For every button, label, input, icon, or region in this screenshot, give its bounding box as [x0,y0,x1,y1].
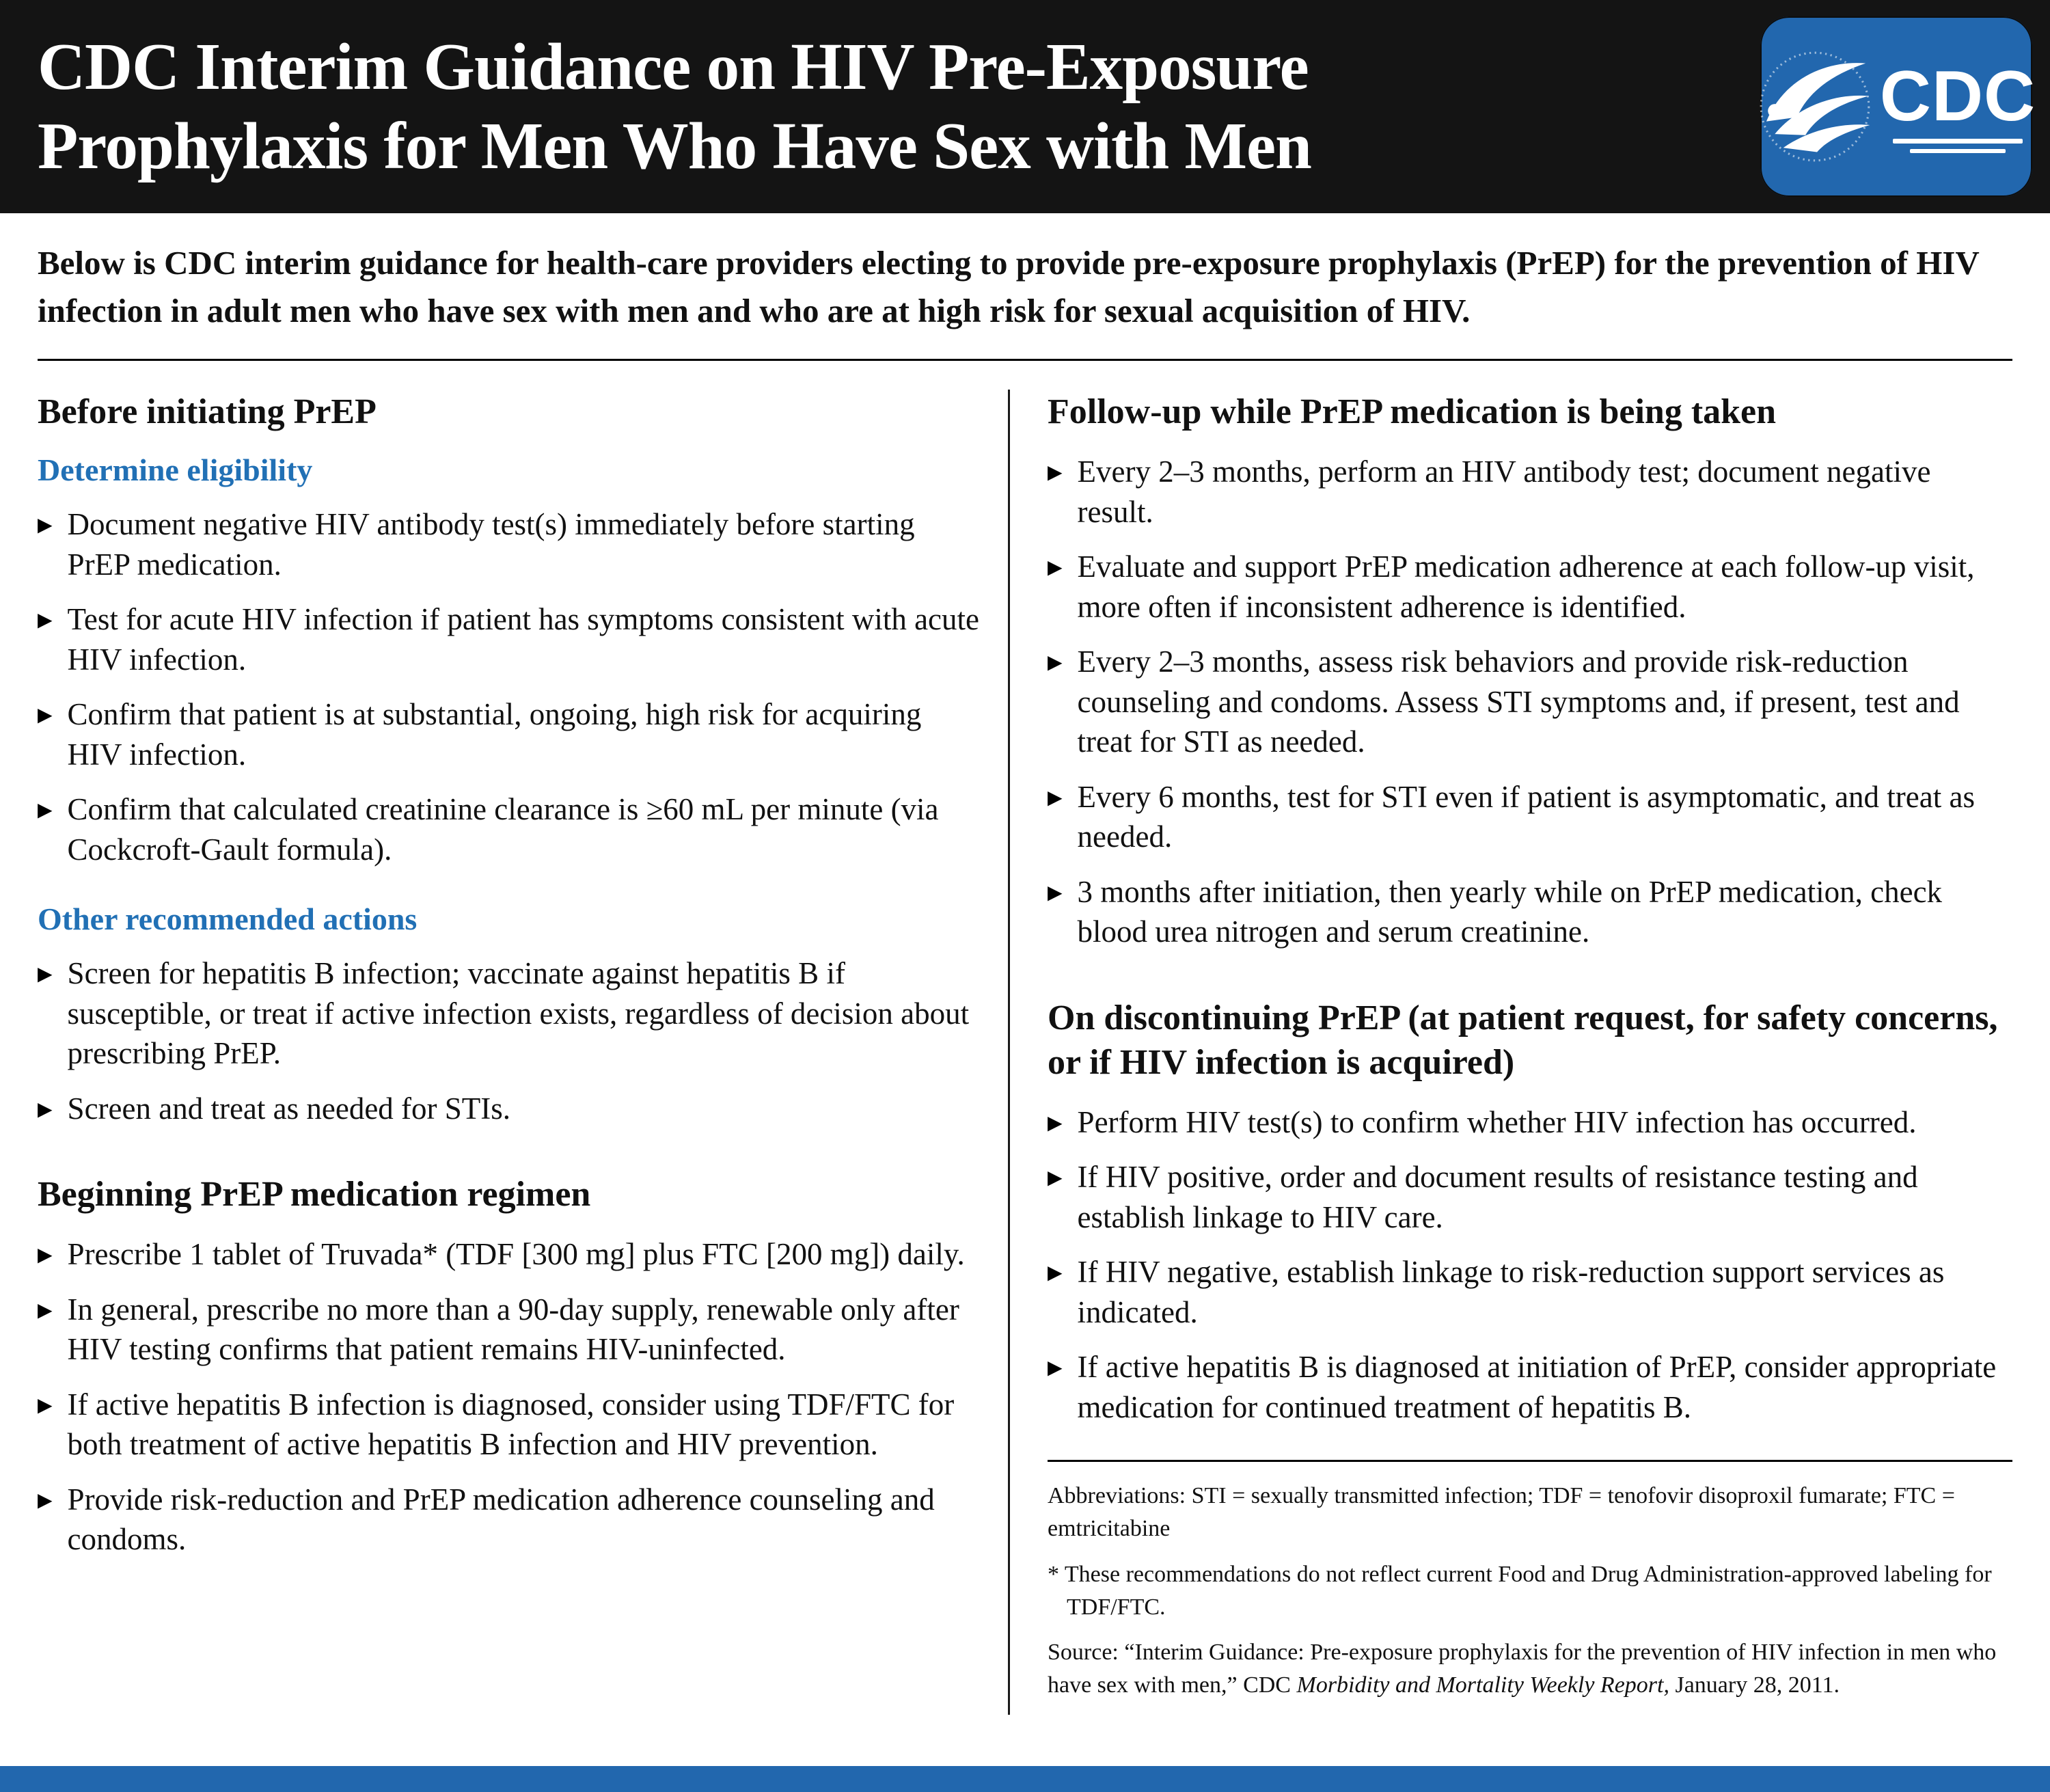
bullet-arrow-icon: ▶ [38,800,53,822]
bullet-arrow-icon: ▶ [38,1489,53,1511]
list-item: ▶ Confirm that calculated creatinine cle… [38,789,979,869]
bullet-arrow-icon: ▶ [1048,652,1063,674]
list-item: ▶ If HIV negative, establish linkage to … [1048,1252,2012,1332]
bullet-arrow-icon: ▶ [38,1098,53,1120]
bullet-text: Document negative HIV antibody test(s) i… [67,507,915,582]
bullet-text: If HIV positive, order and document resu… [1077,1160,1918,1234]
bullet-arrow-icon: ▶ [1048,1357,1063,1379]
bullet-text: In general, prescribe no more than a 90-… [67,1292,959,1367]
list-item: ▶ Every 2–3 months, assess risk behavior… [1048,642,2012,762]
list-item: ▶ If active hepatitis B infection is dia… [38,1385,979,1465]
footnote-source-journal: Morbidity and Mortality Weekly Report, [1296,1672,1669,1698]
bullet-text: 3 months after initiation, then yearly w… [1077,874,1943,949]
cdc-wordmark: CDC [1880,61,2036,153]
cdc-logo-underline-2 [1910,148,2006,153]
bullet-arrow-icon: ▶ [38,964,53,986]
list-item: ▶ Document negative HIV antibody test(s)… [38,504,979,584]
bullet-text: Every 2–3 months, assess risk behaviors … [1077,644,1960,759]
footer-bar [0,1766,2050,1792]
bullet-text: Provide risk-reduction and PrEP medicati… [67,1482,935,1557]
bullet-text: Every 2–3 months, perform an HIV antibod… [1077,454,1931,529]
cdc-logo-text: CDC [1879,56,2036,136]
bullet-arrow-icon: ▶ [1048,787,1063,809]
list-item: ▶ If active hepatitis B is diagnosed at … [1048,1347,2012,1427]
section-heading-follow-up: Follow-up while PrEP medication is being… [1048,392,1777,432]
masthead: CDC Interim Guidance on HIV Pre-Exposure… [0,0,2050,213]
bullet-text: If active hepatitis B is diagnosed at in… [1077,1350,1997,1424]
section-heading-discontinuing: On discontinuing PrEP (at patient reques… [1048,998,1998,1082]
subheading-other-recommended-actions: Other recommended actions [38,901,418,937]
footnote-abbreviations: Abbreviations: STI = sexually transmitte… [1048,1483,1955,1542]
bullet-arrow-icon: ▶ [38,705,53,727]
list-item: ▶ 3 months after initiation, then yearly… [1048,872,2012,952]
intro-paragraph: Below is CDC interim guidance for health… [38,244,1979,329]
list-item: ▶ Every 2–3 months, perform an HIV antib… [1048,452,2012,532]
bullet-arrow-icon: ▶ [38,1299,53,1321]
footnote-source: Source: “Interim Guidance: Pre-exposure … [1048,1636,2012,1702]
bullet-arrow-icon: ▶ [1048,462,1063,484]
intro-divider [38,359,2012,362]
bullet-arrow-icon: ▶ [1048,1112,1063,1134]
document-title: CDC Interim Guidance on HIV Pre-Exposure… [38,29,1312,182]
footnote-source-prefix: Source: “Interim Guidance: Pre-exposure … [1048,1640,1997,1698]
right-column: Follow-up while PrEP medication is being… [1010,390,2012,1715]
bullet-text: Perform HIV test(s) to confirm whether H… [1077,1104,1917,1139]
list-item: ▶ Prescribe 1 tablet of Truvada* (TDF [3… [38,1234,979,1275]
bullet-arrow-icon: ▶ [38,610,53,632]
intro-section: Below is CDC interim guidance for health… [0,213,2050,340]
content-columns: Before initiating PrEP Determine eligibi… [0,361,2050,1715]
bullet-arrow-icon: ▶ [1048,1167,1063,1189]
hhs-cdc-logo: CDC [1760,16,2035,197]
bullet-text: Confirm that patient is at substantial, … [67,697,922,772]
column-divider [1008,390,1010,1715]
bullet-arrow-icon: ▶ [1048,882,1063,904]
bullet-text: If active hepatitis B infection is diagn… [67,1387,955,1462]
list-item: ▶ Screen and treat as needed for STIs. [38,1089,979,1129]
bullet-arrow-icon: ▶ [1048,1262,1063,1284]
list-item: ▶ In general, prescribe no more than a 9… [38,1290,979,1370]
bullet-arrow-icon: ▶ [38,515,53,537]
bullet-text: Screen for hepatitis B infection; vaccin… [67,956,970,1071]
list-item: ▶ Confirm that patient is at substantial… [38,694,979,774]
bullet-text: Screen and treat as needed for STIs. [67,1091,511,1126]
left-column: Before initiating PrEP Determine eligibi… [38,390,1008,1715]
bullet-text: Test for acute HIV infection if patient … [67,602,979,677]
bullet-arrow-icon: ▶ [38,1245,53,1266]
list-item: ▶ Perform HIV test(s) to confirm whether… [1048,1102,2012,1143]
footnote-asterisk: * These recommendations do not reflect c… [1048,1561,1992,1620]
bullet-text: Every 6 months, test for STI even if pat… [1077,779,1975,854]
footnote-source-suffix: January 28, 2011. [1669,1672,1840,1698]
cdc-logo-underline [1893,138,2023,144]
subheading-determine-eligibility: Determine eligibility [38,452,313,488]
section-heading-beginning-regimen: Beginning PrEP medication regimen [38,1175,591,1214]
list-item: ▶ Test for acute HIV infection if patien… [38,599,979,679]
hhs-eagle-icon [1760,51,1870,162]
bullet-text: Confirm that calculated creatinine clear… [67,792,939,867]
bullet-arrow-icon: ▶ [1048,557,1063,579]
bullet-text: Evaluate and support PrEP medication adh… [1077,549,1975,624]
list-item: ▶ Every 6 months, test for STI even if p… [1048,777,2012,857]
footnote-divider [1048,1460,2012,1463]
list-item: ▶ If HIV positive, order and document re… [1048,1157,2012,1237]
list-item: ▶ Provide risk-reduction and PrEP medica… [38,1480,979,1560]
bullet-text: If HIV negative, establish linkage to ri… [1077,1255,1945,1329]
list-item: ▶ Screen for hepatitis B infection; vacc… [38,953,979,1074]
bullet-text: Prescribe 1 tablet of Truvada* (TDF [300… [67,1237,965,1272]
bullet-arrow-icon: ▶ [38,1394,53,1416]
section-heading-before-initiating: Before initiating PrEP [38,392,377,432]
list-item: ▶ Evaluate and support PrEP medication a… [1048,547,2012,627]
